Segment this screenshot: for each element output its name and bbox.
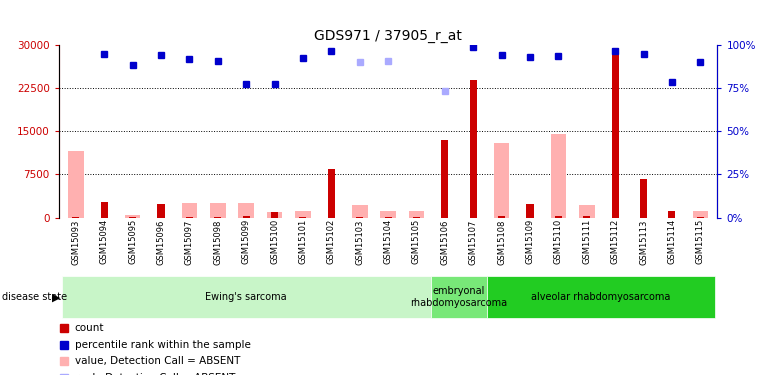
Text: GSM15102: GSM15102 — [327, 219, 336, 264]
Bar — [380, 211, 396, 218]
Text: disease state: disease state — [2, 292, 67, 302]
Text: count: count — [74, 323, 104, 333]
Bar — [62, 276, 430, 318]
Bar — [271, 212, 278, 217]
Text: GSM15113: GSM15113 — [639, 219, 648, 265]
Bar — [494, 143, 510, 218]
Text: embryonal
rhabdomyosarcoma: embryonal rhabdomyosarcoma — [411, 286, 507, 308]
Bar — [470, 80, 477, 218]
Text: GSM15106: GSM15106 — [441, 219, 449, 265]
Bar — [579, 205, 594, 218]
Text: GSM15095: GSM15095 — [128, 219, 137, 264]
Bar — [408, 211, 424, 218]
Text: percentile rank within the sample: percentile rank within the sample — [74, 340, 250, 350]
Bar — [692, 211, 708, 218]
Text: GSM15115: GSM15115 — [696, 219, 705, 264]
Title: GDS971 / 37905_r_at: GDS971 / 37905_r_at — [314, 28, 462, 43]
Bar — [352, 206, 368, 218]
Text: ▶: ▶ — [52, 292, 60, 302]
Bar — [68, 152, 84, 217]
Text: GSM15099: GSM15099 — [241, 219, 251, 264]
Text: GSM15108: GSM15108 — [497, 219, 506, 265]
Text: GSM15109: GSM15109 — [525, 219, 535, 264]
Text: GSM15100: GSM15100 — [270, 219, 279, 264]
Text: value, Detection Call = ABSENT: value, Detection Call = ABSENT — [74, 356, 240, 366]
Text: Ewing's sarcoma: Ewing's sarcoma — [205, 292, 287, 302]
Bar — [295, 211, 310, 218]
Bar — [488, 276, 714, 318]
Text: GSM15105: GSM15105 — [412, 219, 421, 264]
Bar — [267, 212, 282, 217]
Text: rank, Detection Call = ABSENT: rank, Detection Call = ABSENT — [74, 373, 235, 375]
Bar — [125, 214, 140, 217]
Text: alveolar rhabdomyosarcoma: alveolar rhabdomyosarcoma — [532, 292, 670, 302]
Bar — [527, 204, 534, 218]
Bar — [100, 202, 107, 217]
Text: GSM15098: GSM15098 — [213, 219, 222, 265]
Text: GSM15096: GSM15096 — [157, 219, 165, 265]
Text: GSM15104: GSM15104 — [383, 219, 393, 264]
Text: GSM15110: GSM15110 — [554, 219, 563, 264]
Bar — [640, 179, 647, 218]
Bar — [328, 169, 335, 217]
Text: GSM15107: GSM15107 — [469, 219, 477, 265]
Bar — [550, 134, 566, 218]
Bar — [612, 48, 619, 217]
Text: GSM15114: GSM15114 — [667, 219, 677, 264]
Bar — [498, 216, 505, 217]
Bar — [158, 204, 165, 218]
Bar — [238, 203, 254, 217]
Text: GSM15101: GSM15101 — [299, 219, 307, 264]
Bar — [242, 216, 249, 217]
Text: GSM15112: GSM15112 — [611, 219, 619, 264]
Bar — [583, 216, 590, 217]
Bar — [210, 203, 226, 217]
Bar — [441, 140, 448, 218]
Text: GSM15103: GSM15103 — [355, 219, 365, 265]
Text: GSM15093: GSM15093 — [71, 219, 80, 265]
Text: GSM15097: GSM15097 — [185, 219, 194, 265]
Bar — [430, 276, 488, 318]
Text: GSM15111: GSM15111 — [583, 219, 591, 264]
Text: GSM15094: GSM15094 — [100, 219, 109, 264]
Bar — [182, 203, 198, 217]
Bar — [669, 211, 676, 217]
Bar — [555, 216, 562, 217]
